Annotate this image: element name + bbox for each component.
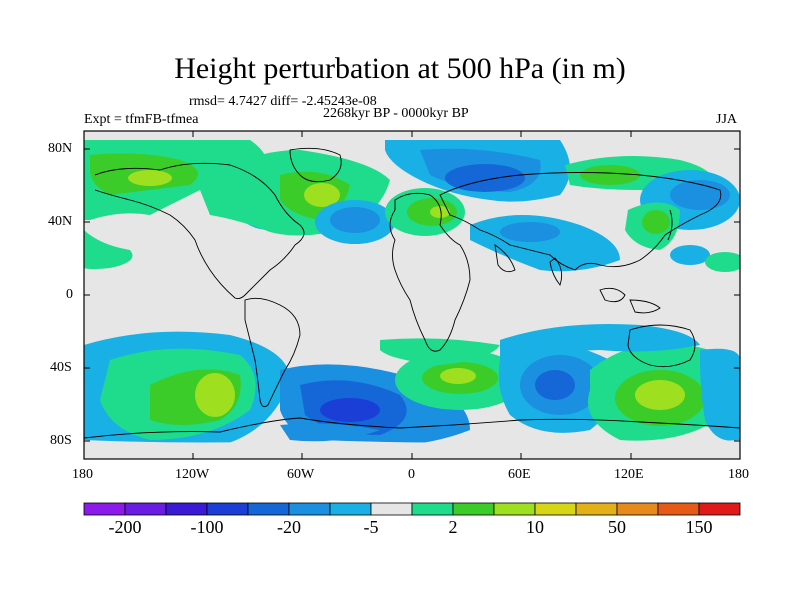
colorbar-label: -5 <box>363 517 379 537</box>
colorbar-swatch <box>329 502 372 516</box>
stats-label: rmsd= 4.7427 diff= -2.45243e-08 <box>189 94 377 109</box>
lat-label-40s: 40S <box>50 360 72 375</box>
lon-label-60e: 60E <box>508 467 531 482</box>
colorbar-swatch <box>411 502 454 516</box>
colorbar-swatch <box>493 502 536 516</box>
colorbar-label: -20 <box>277 517 301 537</box>
colorbar-swatch <box>370 502 413 516</box>
season-label: JJA <box>716 112 738 127</box>
lon-label-180e: 180 <box>728 467 749 482</box>
colorbar-label: 50 <box>608 517 626 537</box>
lat-label-40n: 40N <box>48 214 73 229</box>
colorbar-swatch <box>83 502 126 516</box>
lon-label-120w: 120W <box>175 467 210 482</box>
colorbar-label: -200 <box>108 517 142 537</box>
period-label: 2268kyr BP - 0000kyr BP <box>323 106 469 121</box>
colorbar-label: -100 <box>190 517 224 537</box>
colorbar-label: 150 <box>685 517 713 537</box>
coastlines <box>84 147 740 439</box>
colorbar-swatch <box>206 502 249 516</box>
colorbar-swatch <box>247 502 290 516</box>
colorbar-swatch <box>124 502 167 516</box>
lat-label-80n: 80N <box>48 141 73 156</box>
figure-title: Height perturbation at 500 hPa (in m) <box>174 52 626 85</box>
colorbar <box>83 502 741 516</box>
colorbar-swatch <box>452 502 495 516</box>
colorbar-label: 10 <box>526 517 544 537</box>
axis-ticks <box>84 131 740 459</box>
lon-label-60w: 60W <box>287 467 315 482</box>
colorbar-swatch <box>165 502 208 516</box>
colorbar-swatch <box>288 502 331 516</box>
lon-label-180w: 180 <box>72 467 93 482</box>
colorbar-swatch <box>616 502 659 516</box>
colorbar-swatch <box>657 502 700 516</box>
lat-label-80s: 80S <box>50 433 72 448</box>
experiment-label: Expt = tfmFB-tfmea <box>84 112 199 127</box>
colorbar-swatch <box>698 502 741 516</box>
colorbar-swatch <box>534 502 577 516</box>
lat-label-0: 0 <box>66 287 73 302</box>
lon-label-0: 0 <box>408 467 415 482</box>
colorbar-label: 2 <box>448 517 458 537</box>
colorbar-swatch <box>575 502 618 516</box>
lon-label-120e: 120E <box>614 467 644 482</box>
